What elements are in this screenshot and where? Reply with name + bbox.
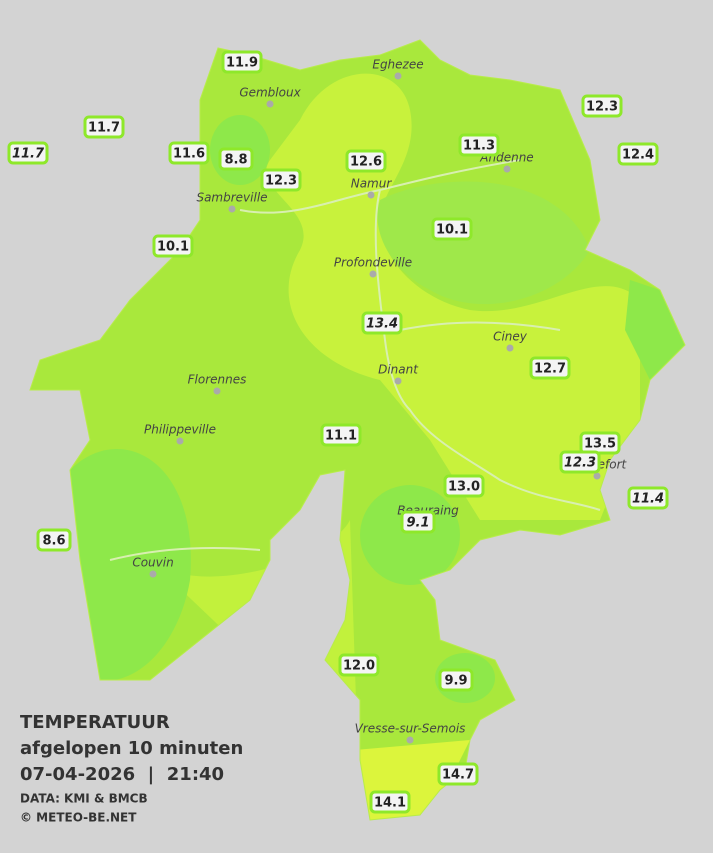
station-box bbox=[152, 234, 194, 258]
town-dot bbox=[506, 344, 514, 352]
town-dot bbox=[394, 377, 402, 385]
station-temperature: 12.3 bbox=[564, 456, 596, 471]
station-box bbox=[260, 168, 302, 192]
station-temperature: 12.3 bbox=[265, 174, 297, 189]
station-box bbox=[559, 450, 601, 474]
station-box bbox=[579, 431, 621, 455]
town-dot bbox=[266, 100, 274, 108]
station-box bbox=[7, 141, 49, 165]
station-box bbox=[443, 474, 485, 498]
station-temperature: 11.9 bbox=[226, 56, 258, 71]
station-box bbox=[320, 423, 362, 447]
station-temperature: 11.1 bbox=[325, 429, 357, 444]
town-label: Couvin bbox=[132, 556, 173, 570]
station-box bbox=[369, 790, 411, 814]
station-temperature: 12.7 bbox=[534, 362, 566, 377]
town-label: Eghezee bbox=[372, 58, 423, 72]
station-temperature: 11.4 bbox=[632, 492, 664, 507]
station-box bbox=[400, 510, 436, 534]
station-box bbox=[438, 668, 474, 692]
town-label: Florennes bbox=[188, 373, 247, 387]
subtitle: afgelopen 10 minuten bbox=[20, 738, 243, 759]
station-box bbox=[345, 149, 387, 173]
site-credit: © METEO-BE.NET bbox=[20, 811, 137, 825]
town-label: Vresse-sur-Semois bbox=[355, 722, 466, 736]
town-label: Namur bbox=[351, 177, 393, 191]
station-temperature: 14.1 bbox=[374, 796, 406, 811]
station-temperature: 9.9 bbox=[444, 674, 467, 689]
station-box bbox=[529, 356, 571, 380]
station-box bbox=[617, 142, 659, 166]
station-box bbox=[221, 50, 263, 74]
station-box bbox=[338, 653, 380, 677]
station-temperature: 10.1 bbox=[157, 240, 189, 255]
data-credit: DATA: KMI & BMCB bbox=[20, 792, 148, 806]
station-temperature: 12.0 bbox=[343, 659, 375, 674]
station-box bbox=[437, 762, 479, 786]
station-box bbox=[361, 311, 403, 335]
town-dot bbox=[503, 165, 511, 173]
station-temperature: 13.0 bbox=[448, 480, 480, 495]
station-temperature: 9.1 bbox=[406, 516, 429, 531]
timestamp: 07-04-2026 | 21:40 bbox=[20, 764, 224, 785]
town-dot bbox=[213, 387, 221, 395]
station-box bbox=[431, 217, 473, 241]
station-temperature: 8.6 bbox=[42, 534, 65, 549]
station-box bbox=[36, 528, 72, 552]
town-dot bbox=[149, 570, 157, 578]
title: TEMPERATUUR bbox=[20, 712, 170, 733]
town-label: Dinant bbox=[378, 363, 419, 377]
town-dot bbox=[228, 205, 236, 213]
station-box bbox=[83, 115, 125, 139]
station-temperature: 11.7 bbox=[12, 147, 45, 162]
town-dot bbox=[593, 472, 601, 480]
station-box bbox=[168, 141, 210, 165]
station-temperature: 12.6 bbox=[350, 155, 382, 170]
station-temperature: 12.3 bbox=[586, 100, 618, 115]
town-label: Profondeville bbox=[334, 256, 412, 270]
town-label: Gembloux bbox=[239, 86, 301, 100]
station-temperature: 11.3 bbox=[463, 139, 495, 154]
town-label: Ciney bbox=[493, 330, 528, 344]
station-temperature: 11.7 bbox=[88, 121, 120, 136]
station-box bbox=[627, 486, 669, 510]
station-box bbox=[581, 94, 623, 118]
station-temperature: 10.1 bbox=[436, 223, 468, 238]
station-temperature: 12.4 bbox=[622, 148, 654, 163]
town-label: Sambreville bbox=[196, 191, 267, 205]
town-dot bbox=[367, 191, 375, 199]
station-temperature: 13.5 bbox=[584, 437, 616, 452]
station-temperature: 8.8 bbox=[224, 153, 247, 168]
station-box bbox=[458, 133, 500, 157]
station-temperature: 14.7 bbox=[442, 768, 474, 783]
station-temperature: 11.6 bbox=[173, 147, 205, 162]
town-dot bbox=[369, 270, 377, 278]
town-label: Philippeville bbox=[144, 423, 216, 437]
station-box bbox=[218, 147, 254, 171]
town-dot bbox=[394, 72, 402, 80]
town-dot bbox=[406, 736, 414, 744]
station-temperature: 13.4 bbox=[366, 317, 398, 332]
town-dot bbox=[176, 437, 184, 445]
